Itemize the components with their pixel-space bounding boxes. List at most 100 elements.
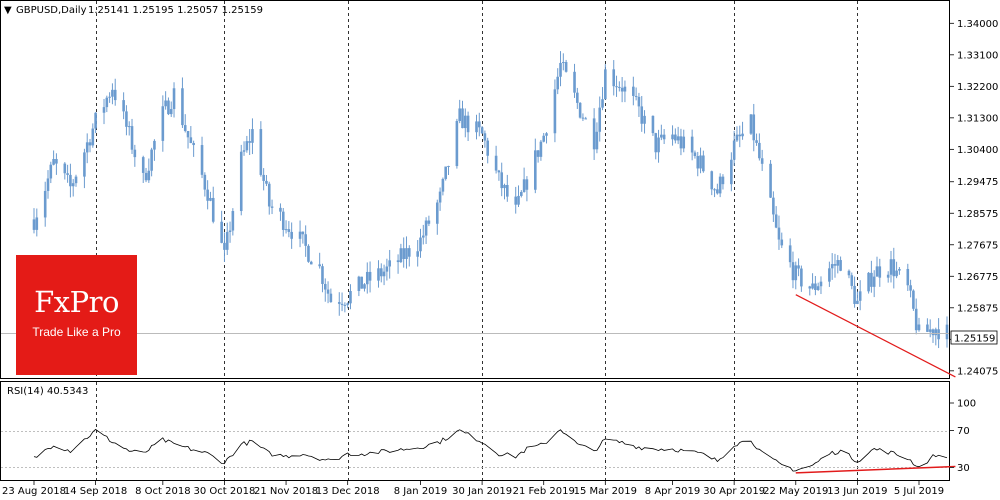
candle-body xyxy=(741,133,744,137)
candle-body xyxy=(928,329,932,332)
price-tick-label: 1.34000 xyxy=(957,19,998,30)
candle-body xyxy=(517,195,520,205)
candle-body xyxy=(279,207,282,212)
candle-body xyxy=(105,97,109,108)
candle-body xyxy=(808,286,812,289)
candle-body xyxy=(520,192,523,196)
candle-body xyxy=(651,115,655,134)
time-tick-label: 8 Oct 2018 xyxy=(135,486,190,497)
candle-body xyxy=(545,133,548,136)
candle-body xyxy=(662,134,666,140)
rsi-tick-label: 30 xyxy=(957,463,970,474)
candle-body xyxy=(167,100,170,115)
candle-body xyxy=(63,163,67,174)
candle-body xyxy=(634,95,638,97)
candle-body xyxy=(836,260,840,266)
vertical-grid xyxy=(96,1,858,480)
candle-body xyxy=(732,140,736,160)
candle-body xyxy=(402,248,405,259)
candle-body xyxy=(245,141,249,151)
candle-body xyxy=(130,126,134,150)
candle-body xyxy=(270,206,274,208)
candle-body xyxy=(424,220,428,236)
candle-body xyxy=(522,179,526,193)
candle-body xyxy=(382,271,386,277)
candle-body xyxy=(35,217,39,230)
candle-body xyxy=(830,264,834,269)
candle-body xyxy=(262,174,265,181)
rsi-title: RSI(14) 40.5343 xyxy=(7,386,88,397)
candle-body xyxy=(483,133,487,141)
candle-body xyxy=(466,115,470,133)
candle-body xyxy=(153,140,156,150)
candle-body xyxy=(144,172,148,181)
candle-body xyxy=(892,259,896,277)
candle-body xyxy=(618,86,621,88)
current-price-label: 1.25159 xyxy=(954,334,995,345)
candle-body xyxy=(309,261,313,265)
candle-body xyxy=(88,142,92,146)
candle-body xyxy=(91,128,95,146)
candle-body xyxy=(506,184,509,197)
rsi-tick-label: 70 xyxy=(957,426,970,437)
candle-body xyxy=(730,159,733,185)
candle-body xyxy=(640,106,644,124)
candle-body xyxy=(265,180,268,184)
chart-title: GBPUSD,Daily xyxy=(16,5,87,16)
candle-body xyxy=(66,173,69,175)
candle-body xyxy=(122,100,125,112)
candle-body xyxy=(287,229,291,232)
candle-body xyxy=(340,303,344,305)
candle-body xyxy=(318,264,321,267)
candle-body xyxy=(794,265,798,281)
candle-body xyxy=(872,276,876,287)
candle-body xyxy=(181,88,184,126)
candle-body xyxy=(321,266,324,284)
candle-body xyxy=(357,276,361,292)
candle-body xyxy=(699,155,702,169)
price-tick-label: 1.28575 xyxy=(957,209,998,220)
candle-body xyxy=(934,329,938,336)
main-chart-frame xyxy=(0,0,950,379)
candle-body xyxy=(172,88,176,110)
candle-body xyxy=(856,300,859,304)
candle-body xyxy=(385,266,389,272)
candle-body xyxy=(49,164,53,179)
candle-body xyxy=(839,260,842,271)
candle-body xyxy=(141,157,145,173)
price-tick-label: 1.26775 xyxy=(957,272,998,283)
candle-body xyxy=(242,150,246,152)
candle-body xyxy=(581,117,585,119)
candle-body xyxy=(503,184,506,189)
time-tick-label: 21 Feb 2019 xyxy=(513,486,575,497)
candle-body xyxy=(797,265,800,269)
candle-body xyxy=(183,125,187,131)
chart-menu-icon[interactable]: ▼ xyxy=(4,5,12,16)
candle-body xyxy=(898,268,901,271)
candle-body xyxy=(407,248,411,257)
candle-body xyxy=(463,115,467,129)
candle-body xyxy=(623,86,627,92)
time-tick-label: 21 Nov 2018 xyxy=(254,486,318,497)
candle-body xyxy=(251,129,254,143)
candle-body xyxy=(909,285,912,291)
candle-body xyxy=(576,92,579,103)
price-axis: 1.34000 1.33100 1.32200 1.31300 1.30400 1.294… xyxy=(950,19,998,377)
candle-body xyxy=(83,152,86,177)
candle-body xyxy=(349,291,352,304)
time-tick-label: 23 Aug 2018 xyxy=(2,486,66,497)
candle-body xyxy=(307,245,310,262)
candle-body xyxy=(444,166,447,179)
candle-body xyxy=(108,96,111,98)
candle-body xyxy=(654,133,658,153)
candle-body xyxy=(228,230,232,233)
candle-body xyxy=(791,262,795,281)
candle-body xyxy=(69,174,72,187)
candle-body xyxy=(828,268,831,282)
candle-body xyxy=(220,221,223,243)
candle-body xyxy=(514,196,518,205)
time-tick-label: 8 Jan 2019 xyxy=(394,486,448,497)
candle-body xyxy=(164,100,167,107)
price-tick-label: 1.25875 xyxy=(957,303,998,314)
candle-body xyxy=(710,171,714,190)
